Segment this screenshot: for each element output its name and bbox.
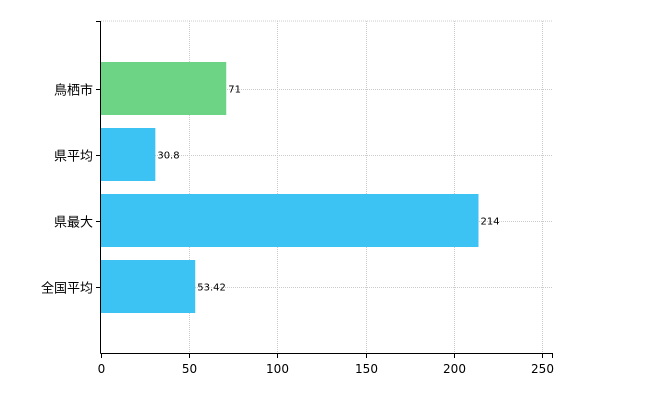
bar-1 xyxy=(101,62,227,115)
x-tick-label: 200 xyxy=(443,362,466,376)
x-tick-label: 50 xyxy=(182,362,197,376)
bar-4 xyxy=(101,260,196,313)
x-tick-label: 250 xyxy=(531,362,554,376)
axes xyxy=(96,21,553,358)
x-tick-label: 150 xyxy=(355,362,378,376)
category-label: 全国平均 xyxy=(41,281,93,297)
data-label: 214 xyxy=(480,217,499,228)
x-tick-label: 100 xyxy=(266,362,289,376)
x-tick-label: 0 xyxy=(98,362,106,376)
category-label: 鳥栖市 xyxy=(54,83,93,99)
data-label: 30.8 xyxy=(157,151,179,162)
bar-3 xyxy=(101,194,479,247)
category-label: 県最大 xyxy=(54,216,93,231)
data-label: 53.42 xyxy=(197,283,226,294)
category-label: 県平均 xyxy=(54,150,93,165)
bars xyxy=(101,62,479,313)
bar-2 xyxy=(101,128,156,181)
data-label: 71 xyxy=(228,85,241,96)
